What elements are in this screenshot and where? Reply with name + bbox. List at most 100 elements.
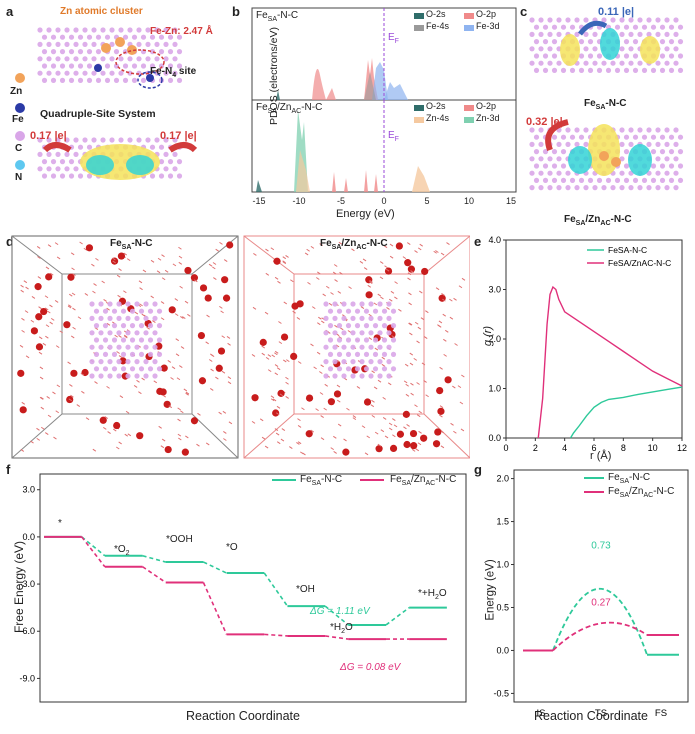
lattice-atom [632,67,639,73]
pdos-xtick: 0 [381,196,386,206]
water-molecule [417,247,422,251]
water-molecule [107,431,111,434]
lattice-atom [55,137,61,143]
lattice-atom [41,63,48,69]
lattice-atom [98,373,104,379]
lattice-atom [350,359,356,365]
lattice-atom [55,166,61,172]
lattice-atom [104,63,111,69]
water-oxygen [81,368,89,377]
lattice-atom [560,163,567,169]
lattice-atom [538,141,544,147]
water-molecule [270,395,275,399]
water-oxygen [160,364,168,372]
lattice-atom [107,373,113,379]
lattice-atom [111,337,118,343]
barrier-xtick-label: IS [537,708,546,719]
water-molecule [84,293,89,296]
lattice-atom [533,39,540,45]
water-molecule [285,396,289,399]
water-molecule [30,440,34,444]
lattice-atom [623,134,630,140]
legend-fe-marker [15,103,25,113]
water-molecule [301,407,305,411]
water-molecule [118,441,122,445]
water-molecule [394,296,398,300]
lattice-atom [350,315,356,321]
isosurface-yellow [560,34,580,66]
d-left-title: FeSA-N-C [110,238,153,251]
md-inner-box-left [61,273,193,415]
water-molecule [385,268,390,272]
water-molecule [136,379,140,383]
panel-label-e: e [474,234,482,249]
lattice-atom [145,137,151,143]
water-molecule [330,447,335,451]
lattice-atom [610,17,616,23]
lattice-atom [167,159,174,165]
lattice-atom [556,141,562,147]
water-molecule [317,271,321,275]
lattice-atom [592,31,598,37]
lattice-atom [154,27,160,33]
water-molecule [286,359,290,363]
lattice-atom [646,127,652,133]
legend-swatch [464,117,474,123]
lattice-atom [529,141,535,147]
lattice-atom [145,41,151,48]
water-molecule [388,427,393,431]
water-oxygen [30,327,39,335]
water-molecule [318,316,322,320]
water-molecule [123,290,127,294]
legend-label: O-2p [476,9,497,19]
water-molecule [274,352,278,356]
rdf-ylabel: g (r) [482,325,495,347]
md-box-left [11,235,239,459]
lattice-atom [587,67,594,73]
water-oxygen [272,409,280,417]
water-molecule [42,342,47,346]
lattice-atom [641,177,648,183]
lattice-atom [73,27,79,33]
lattice-atom [143,315,149,321]
water-oxygen [156,387,164,395]
pdos-top-fe3d-peak [384,82,408,100]
lattice-atom [91,56,97,62]
water-oxygen [40,307,48,316]
lattice-atom [332,373,338,379]
water-oxygen [181,448,189,456]
lattice-atom [677,134,684,140]
lattice-atom [125,315,131,321]
lattice-atom [363,323,370,329]
lattice-atom [623,67,630,73]
lattice-atom [578,39,585,45]
water-molecule [158,425,162,429]
lattice-atom [50,77,57,83]
water-molecule [56,256,61,260]
lattice-atom [93,351,100,357]
water-molecule [319,392,324,395]
lattice-atom [172,27,178,33]
water-molecule [37,256,41,259]
lattice-atom [538,156,544,162]
lattice-atom [336,337,343,343]
water-molecule [460,428,465,432]
water-oxygen [197,331,206,340]
d-right-title: FeSA/ZnAC-N-C [320,238,388,251]
legend-label: O-2p [476,101,497,111]
pdos-top-o2p-peak [312,68,326,100]
water-molecule [70,394,74,398]
water-molecule [176,377,181,381]
lattice-atom [98,344,104,350]
water-molecule [347,330,352,333]
pdos-xtick: -15 [252,196,265,206]
rdf-series-line [537,285,683,439]
lattice-atom [116,315,122,321]
water-molecule [115,446,120,450]
panel-label-c: c [520,4,528,19]
water-molecule [403,380,408,384]
lattice-atom [350,330,356,336]
water-molecule [24,310,29,314]
water-molecule [117,294,121,298]
lattice-atom [136,27,142,33]
